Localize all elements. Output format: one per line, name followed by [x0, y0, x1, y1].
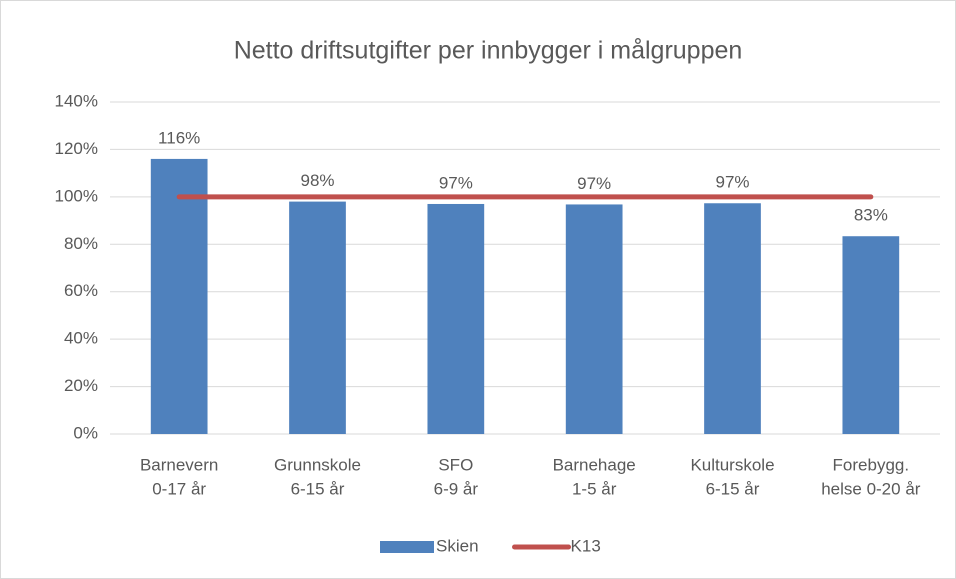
bar — [150, 158, 208, 434]
x-tick-label: 6-15 år — [291, 479, 345, 498]
y-tick-label: 100% — [55, 186, 98, 205]
x-tick-label: helse 0-20 år — [821, 479, 921, 498]
x-tick-label: SFO — [438, 455, 473, 474]
x-tick-label: Forebygg. — [833, 455, 910, 474]
x-tick-label: 6-15 år — [706, 479, 760, 498]
y-tick-label: 40% — [64, 329, 98, 348]
bar — [704, 203, 761, 434]
legend-swatch — [380, 541, 434, 553]
x-tick-label: 0-17 år — [152, 479, 206, 498]
y-tick-label: 0% — [73, 423, 98, 442]
x-tick-label: Kulturskole — [690, 455, 774, 474]
y-tick-label: 120% — [55, 139, 98, 158]
bar — [427, 203, 485, 434]
legend-label: K13 — [571, 536, 601, 555]
data-label: 116% — [158, 128, 200, 147]
data-label: 98% — [300, 171, 334, 190]
x-tick-label: Barnehage — [553, 455, 636, 474]
legend-label: Skien — [436, 536, 479, 555]
y-tick-label: 80% — [64, 234, 98, 253]
chart-title: Netto driftsutgifter per innbygger i mål… — [234, 37, 743, 65]
bar — [565, 204, 623, 434]
data-label: 97% — [577, 174, 611, 193]
data-label: 97% — [439, 173, 473, 192]
y-tick-label: 140% — [55, 91, 98, 110]
x-tick-label: 1-5 år — [572, 479, 617, 498]
y-tick-label: 60% — [64, 281, 98, 300]
data-label: 97% — [715, 173, 749, 192]
bar — [842, 236, 900, 434]
y-tick-label: 20% — [64, 376, 98, 395]
data-label: 83% — [854, 206, 888, 225]
bar — [289, 201, 346, 434]
x-tick-label: Barnevern — [140, 455, 218, 474]
x-tick-label: 6-9 år — [434, 479, 479, 498]
x-tick-label: Grunnskole — [274, 455, 361, 474]
